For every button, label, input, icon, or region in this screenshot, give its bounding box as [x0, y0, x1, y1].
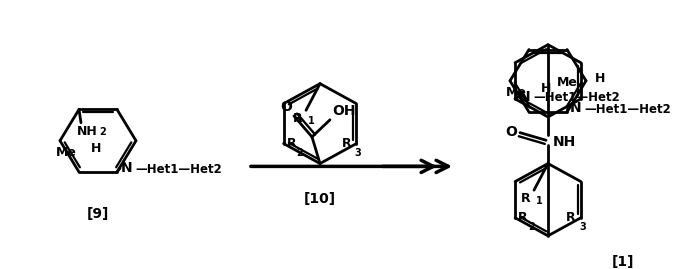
Text: O: O [280, 100, 292, 114]
Text: 3: 3 [579, 222, 586, 232]
Text: N: N [519, 90, 531, 104]
Text: OH: OH [332, 104, 356, 118]
Text: Me: Me [557, 76, 578, 89]
Text: O: O [505, 125, 517, 139]
Text: Me: Me [506, 86, 527, 99]
Text: [9]: [9] [87, 207, 109, 221]
Text: 2: 2 [528, 222, 535, 232]
Text: —Het1—Het2: —Het1—Het2 [533, 91, 620, 104]
Text: R: R [521, 192, 531, 205]
Text: [1]: [1] [612, 255, 634, 269]
Text: —Het1—Het2: —Het1—Het2 [135, 163, 222, 176]
Text: R: R [342, 137, 352, 150]
Text: R: R [566, 211, 576, 224]
Text: [10]: [10] [304, 192, 336, 206]
Text: 1: 1 [536, 196, 542, 206]
Text: NH: NH [553, 135, 576, 149]
Text: R: R [518, 211, 528, 224]
Text: R: R [294, 112, 303, 125]
Text: —Het1—Het2: —Het1—Het2 [584, 103, 671, 116]
Text: Me: Me [56, 146, 77, 159]
Text: 3: 3 [354, 148, 361, 158]
Text: R: R [287, 137, 296, 150]
Text: 2: 2 [99, 128, 106, 137]
Text: H: H [595, 72, 605, 85]
Text: N: N [121, 161, 133, 175]
Text: N: N [570, 101, 582, 115]
Text: H: H [91, 142, 101, 155]
Text: 1: 1 [308, 116, 315, 126]
Text: H: H [541, 82, 552, 95]
Text: 2: 2 [296, 148, 303, 158]
Text: NH: NH [77, 125, 98, 138]
